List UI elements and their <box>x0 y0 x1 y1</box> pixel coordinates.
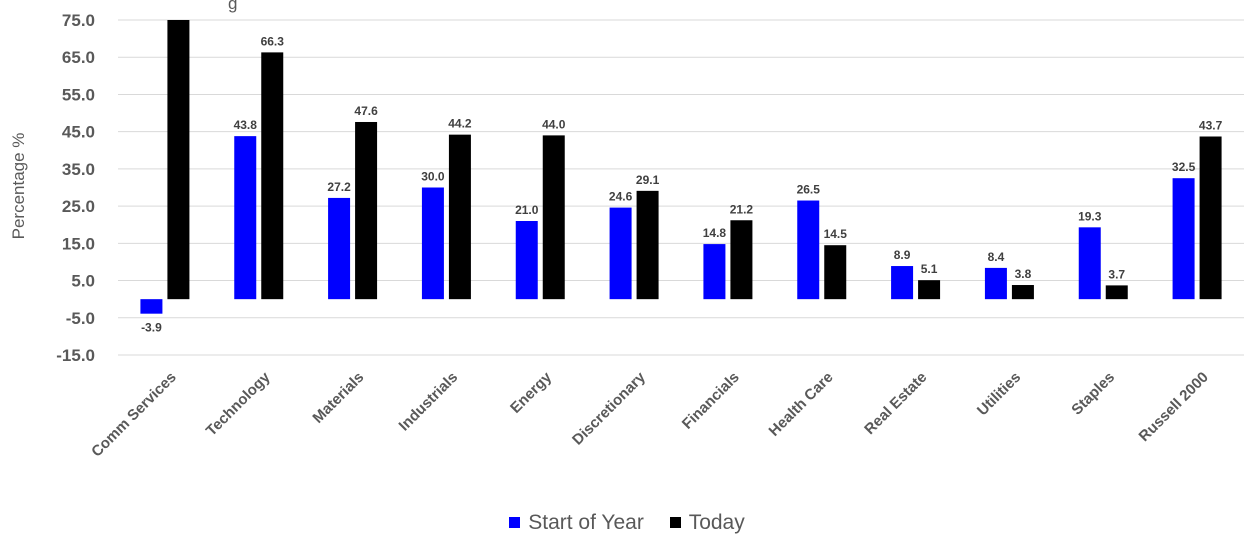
bars <box>140 20 1222 314</box>
data-label: 21.2 <box>730 202 754 216</box>
category-label: Staples <box>1068 369 1118 419</box>
bar-start-of-year <box>891 266 914 300</box>
legend-label-today: Today <box>688 510 745 534</box>
category-label: Financials <box>679 369 743 433</box>
legend-label-start-of-year: Start of Year <box>528 510 644 534</box>
bar-start-of-year <box>1172 178 1195 300</box>
y-tick-label: -15.0 <box>56 346 95 365</box>
data-label: 44.2 <box>448 117 472 131</box>
y-tick-label: 25.0 <box>62 197 95 216</box>
bar-today <box>1105 285 1128 300</box>
category-label: Technology <box>203 368 274 439</box>
data-label: 30.0 <box>421 170 445 184</box>
data-label: 29.1 <box>636 173 660 187</box>
data-label: 24.6 <box>609 190 633 204</box>
bar-start-of-year <box>797 200 820 300</box>
category-label: Health Care <box>766 369 837 440</box>
category-label: Russell 2000 <box>1136 369 1212 445</box>
data-labels: -3.9 43.8 66.3 27.2 47.6 30.0 44.2 21.0 44.0 24.6… <box>141 34 1223 334</box>
bar-today <box>824 245 847 300</box>
data-label: 32.5 <box>1172 160 1196 174</box>
bar-start-of-year <box>1078 227 1101 300</box>
bar-today <box>636 190 659 300</box>
data-label: 8.9 <box>894 248 911 262</box>
category-label: Real Estate <box>861 369 930 438</box>
bar-start-of-year <box>703 244 726 300</box>
data-label: 5.1 <box>921 262 938 276</box>
data-label: 44.0 <box>542 117 566 131</box>
gridlines <box>118 19 1244 356</box>
data-label: 43.7 <box>1199 119 1223 133</box>
bar-today <box>1199 136 1222 300</box>
legend-item-today: Today <box>669 510 745 535</box>
bar-start-of-year <box>328 197 351 300</box>
y-tick-label: 15.0 <box>62 234 95 253</box>
bar-start-of-year <box>984 267 1007 300</box>
y-tick-label: 5.0 <box>71 272 95 291</box>
data-label: 27.2 <box>327 180 351 194</box>
category-label: Materials <box>309 369 367 427</box>
data-label: 21.0 <box>515 203 539 217</box>
chart-title: g <box>228 0 237 13</box>
data-label: 19.3 <box>1078 209 1102 223</box>
category-label: Comm Services <box>88 369 180 461</box>
bar-today <box>730 220 753 300</box>
data-label: 14.5 <box>824 227 848 241</box>
bar-today <box>448 134 471 300</box>
bar-start-of-year <box>609 207 632 300</box>
bar-start-of-year <box>515 221 538 300</box>
y-tick-label: 45.0 <box>62 123 95 142</box>
data-label: 8.4 <box>988 250 1005 264</box>
data-label: 3.8 <box>1015 267 1032 281</box>
legend-item-start-of-year: Start of Year <box>509 511 644 535</box>
bar-today <box>355 121 378 300</box>
data-label: 66.3 <box>261 34 285 48</box>
bar-today <box>542 135 565 300</box>
data-label: -3.9 <box>141 321 162 335</box>
data-label: 14.8 <box>703 226 727 240</box>
legend: Start of Year Today <box>0 510 1254 535</box>
category-label: Energy <box>507 368 555 416</box>
bar-start-of-year <box>234 136 257 300</box>
data-label: 26.5 <box>797 183 821 197</box>
category-label: Industrials <box>396 369 462 435</box>
category-labels: Comm Services Technology Materials Industri… <box>88 368 1212 460</box>
legend-swatch-start-of-year <box>509 517 521 528</box>
y-tick-label: 35.0 <box>62 160 95 179</box>
data-label: 43.8 <box>234 118 258 132</box>
y-tick-label: -5.0 <box>66 309 95 328</box>
category-label: Discretionary <box>569 368 649 448</box>
y-axis-label: Percentage % <box>9 133 28 240</box>
bar-today <box>261 52 284 300</box>
y-axis-ticks: 75.0 65.0 55.0 45.0 35.0 25.0 15.0 5.0 -5.0 -15.0 <box>56 11 95 365</box>
bar-start-of-year <box>421 187 444 300</box>
y-tick-label: 65.0 <box>62 48 95 67</box>
data-label: 47.6 <box>354 104 378 118</box>
bar-start-of-year <box>140 299 163 314</box>
bar-today <box>167 20 190 300</box>
data-label: 3.7 <box>1108 267 1125 281</box>
bar-today <box>1011 285 1034 300</box>
y-tick-label: 75.0 <box>62 11 95 30</box>
y-tick-label: 55.0 <box>62 85 95 104</box>
bar-chart: g 75.0 65.0 55.0 45.0 35.0 25.0 15.0 5.0 -5.0 -15… <box>9 0 1244 460</box>
legend-swatch-today <box>669 517 681 528</box>
category-label: Utilities <box>974 369 1024 419</box>
bar-today <box>918 280 941 300</box>
